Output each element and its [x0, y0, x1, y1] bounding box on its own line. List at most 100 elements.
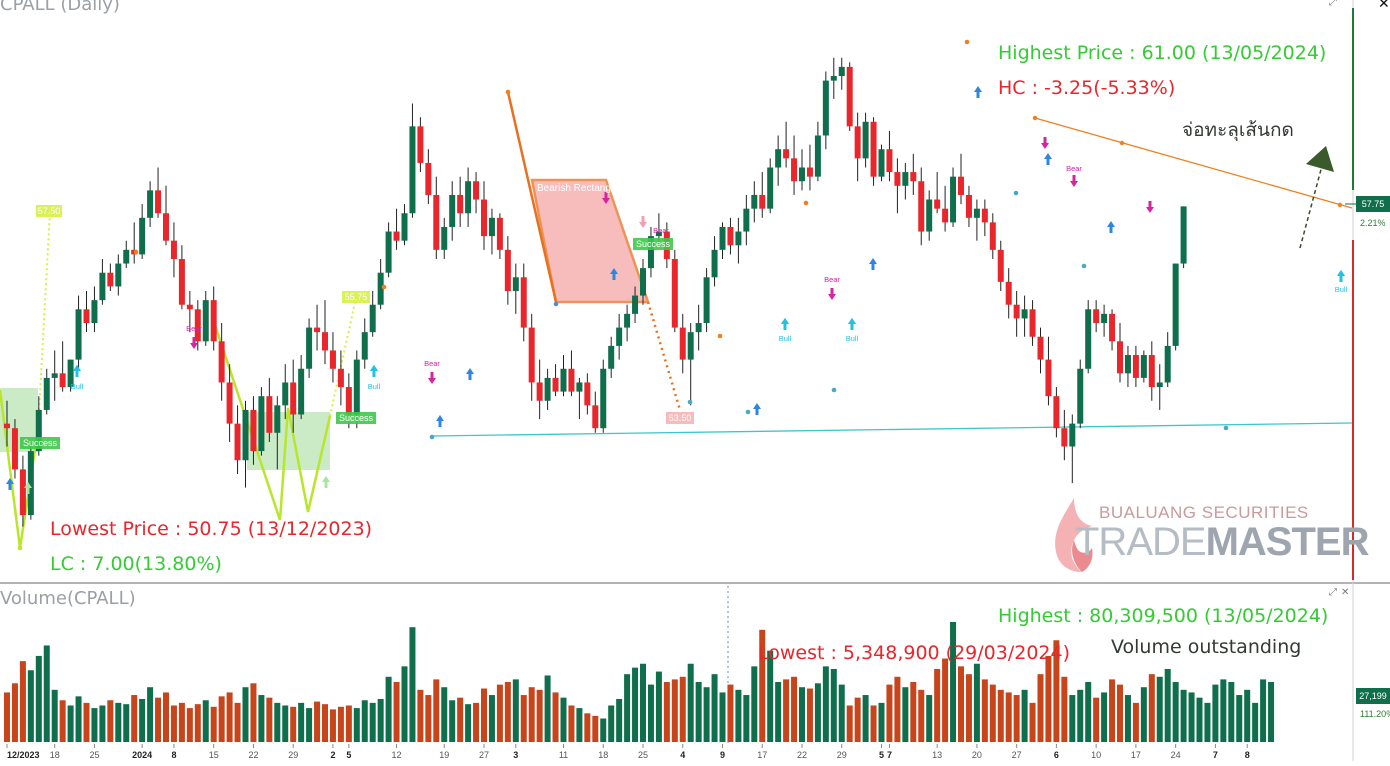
volume-bar: [671, 679, 678, 742]
maximize-icon[interactable]: ⤢: [1329, 0, 1337, 8]
candle-body: [743, 208, 750, 232]
candle-body: [1132, 355, 1139, 378]
volume-bar: [1117, 684, 1123, 742]
volume-bar: [274, 702, 281, 742]
candle-body: [671, 258, 678, 328]
pivot-dot: [381, 284, 387, 290]
bear-label: Bear: [1066, 164, 1082, 173]
volume-bar: [759, 629, 766, 742]
candle-body: [59, 373, 66, 388]
volume-maximize-icon[interactable]: ⤢: [1329, 587, 1337, 598]
candle-body: [878, 149, 885, 177]
candle-body: [886, 149, 893, 173]
volume-bar: [1061, 676, 1068, 742]
volume-bar: [520, 695, 527, 742]
volume-bar: [19, 661, 26, 742]
volume-bar: [1093, 697, 1100, 742]
candle-body: [1124, 355, 1131, 374]
volume-bar: [958, 666, 964, 742]
candle-body: [298, 368, 305, 415]
volume-bar: [1140, 687, 1147, 742]
candle-body: [393, 231, 400, 241]
candle-body: [266, 396, 273, 433]
volume-bar: [481, 688, 487, 742]
volume-bar: [743, 695, 750, 742]
volume-bar: [1236, 695, 1243, 742]
pattern-target-line: [646, 301, 682, 411]
candle-body: [624, 313, 631, 328]
candle-body: [1013, 304, 1020, 319]
volume-bar: [870, 705, 877, 742]
candle-body: [465, 181, 472, 214]
volume-bar: [632, 667, 639, 742]
flame-logo-icon: [1055, 498, 1093, 572]
close-icon[interactable]: ✕: [1378, 0, 1390, 12]
volume-bar: [806, 688, 813, 742]
volume-bar: [838, 684, 845, 742]
date-tick-label: 3: [513, 750, 518, 760]
volume-bar: [973, 663, 980, 742]
candle-body: [377, 272, 384, 305]
volume-close-icon[interactable]: ✕: [1341, 587, 1350, 598]
candle-body: [99, 272, 106, 301]
date-tick-label: 8: [171, 750, 176, 760]
candle-body: [576, 382, 583, 392]
volume-bar: [345, 705, 352, 742]
volume-bar: [1132, 702, 1139, 742]
candle-body: [846, 66, 853, 127]
candle-body: [934, 199, 941, 209]
candle-body: [950, 176, 957, 223]
candle-body: [512, 277, 519, 291]
bull-label: Bull: [1335, 285, 1348, 294]
volume-bar: [655, 671, 662, 742]
candle-body: [353, 359, 360, 415]
candle-body: [401, 213, 408, 241]
success-badge-bg: [20, 437, 60, 449]
volume-bar: [377, 698, 384, 742]
date-tick-label: 25: [89, 750, 99, 760]
trendline-anchor: [1032, 115, 1038, 121]
candle-body: [997, 249, 1004, 282]
bearish-rectangle-zone: [530, 178, 650, 304]
bear-label: Bear: [824, 275, 840, 284]
candle-body: [814, 135, 821, 177]
candle-body: [473, 181, 480, 200]
volume-bar: [687, 663, 694, 742]
volume-bar: [751, 666, 758, 742]
volume-bar: [767, 650, 774, 742]
candle-body: [783, 149, 790, 159]
volume-bar: [290, 706, 297, 742]
candle-body: [981, 208, 988, 223]
candle-body: [1109, 313, 1116, 342]
volume-bar: [942, 658, 949, 742]
target-badge: 57.50: [38, 206, 61, 216]
date-tick-label: 8: [1245, 750, 1250, 760]
bull-arrow-up-icon: [974, 86, 982, 98]
date-tick-label: 7: [887, 750, 892, 760]
volume-bar: [298, 702, 305, 742]
volume-bar: [902, 687, 909, 742]
candle-body: [687, 332, 694, 360]
candle-body: [385, 231, 392, 273]
candle-body: [242, 409, 249, 461]
bear-label: Bear: [186, 324, 202, 333]
candle-body: [1021, 309, 1028, 319]
candle-body: [43, 377, 50, 410]
volume-bar: [425, 695, 432, 742]
candle-body: [926, 199, 933, 232]
pivot-dot: [133, 249, 139, 255]
volume-bar: [457, 697, 464, 742]
volume-bar: [926, 695, 933, 742]
volume-bar: [282, 705, 289, 742]
volume-bar: [854, 697, 861, 742]
candle-body: [234, 423, 241, 461]
volume-bar: [1228, 682, 1235, 742]
target-badge-bg: [36, 205, 62, 217]
volume-bar: [830, 668, 837, 742]
candle-body: [1101, 313, 1108, 324]
candle-body: [35, 409, 42, 452]
volume-bar: [1069, 695, 1076, 742]
candle-body: [314, 327, 321, 333]
support-trendline: [431, 422, 1353, 437]
